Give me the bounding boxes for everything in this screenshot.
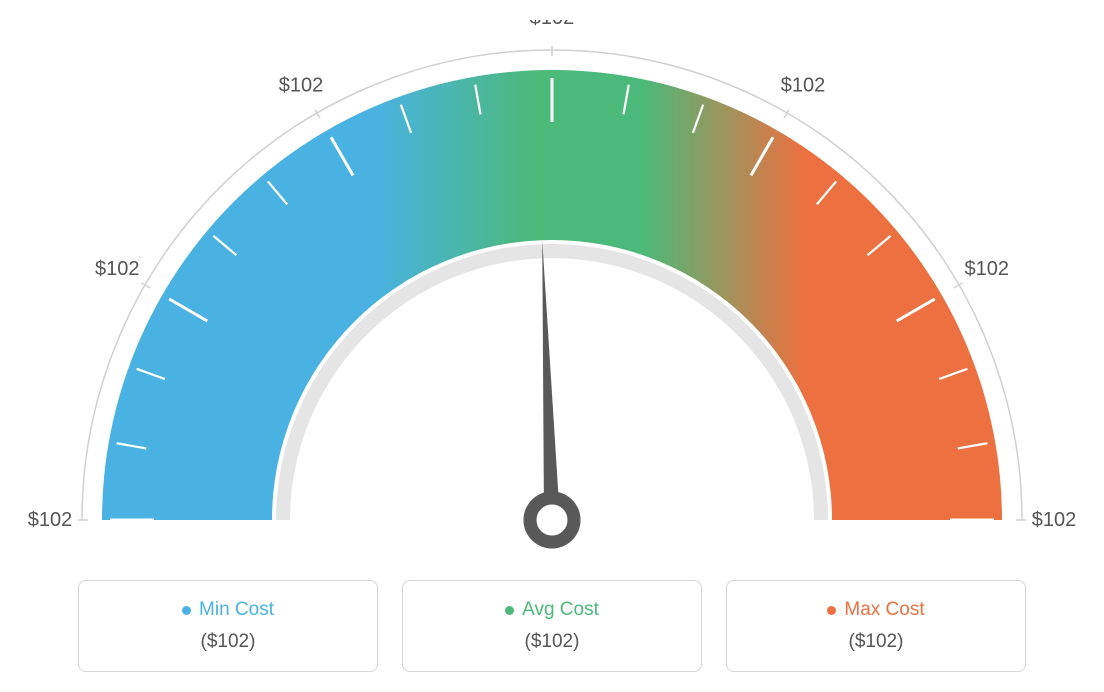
gauge-tick-label: $102 <box>28 509 73 531</box>
gauge-tick-label: $102 <box>530 20 575 29</box>
legend-row: Min Cost ($102) Avg Cost ($102) Max Cost… <box>20 580 1084 672</box>
legend-label-avg: Avg Cost <box>522 599 599 621</box>
legend-card-max: Max Cost ($102) <box>726 580 1026 672</box>
gauge-tick-label: $102 <box>781 74 826 96</box>
cost-gauge: $102 $102 $102 $102 $102 $102 $102 <box>20 20 1084 560</box>
gauge-svg: $102 $102 $102 $102 $102 $102 $102 <box>20 20 1084 560</box>
legend-label-max: Max Cost <box>844 599 924 621</box>
legend-card-avg: Avg Cost ($102) <box>402 580 702 672</box>
legend-label-min: Min Cost <box>199 599 274 621</box>
legend-value-max: ($102) <box>737 631 1015 653</box>
gauge-tick-label: $102 <box>95 258 140 280</box>
gauge-tick-label: $102 <box>1032 509 1077 531</box>
dot-icon-max <box>827 606 836 615</box>
dot-icon-avg <box>505 606 514 615</box>
legend-card-min: Min Cost ($102) <box>78 580 378 672</box>
legend-value-min: ($102) <box>89 631 367 653</box>
gauge-tick-label: $102 <box>279 74 324 96</box>
gauge-tick-label: $102 <box>964 258 1009 280</box>
dot-icon-min <box>182 606 191 615</box>
gauge-needle <box>542 240 560 520</box>
gauge-needle-base <box>530 498 574 542</box>
legend-value-avg: ($102) <box>413 631 691 653</box>
